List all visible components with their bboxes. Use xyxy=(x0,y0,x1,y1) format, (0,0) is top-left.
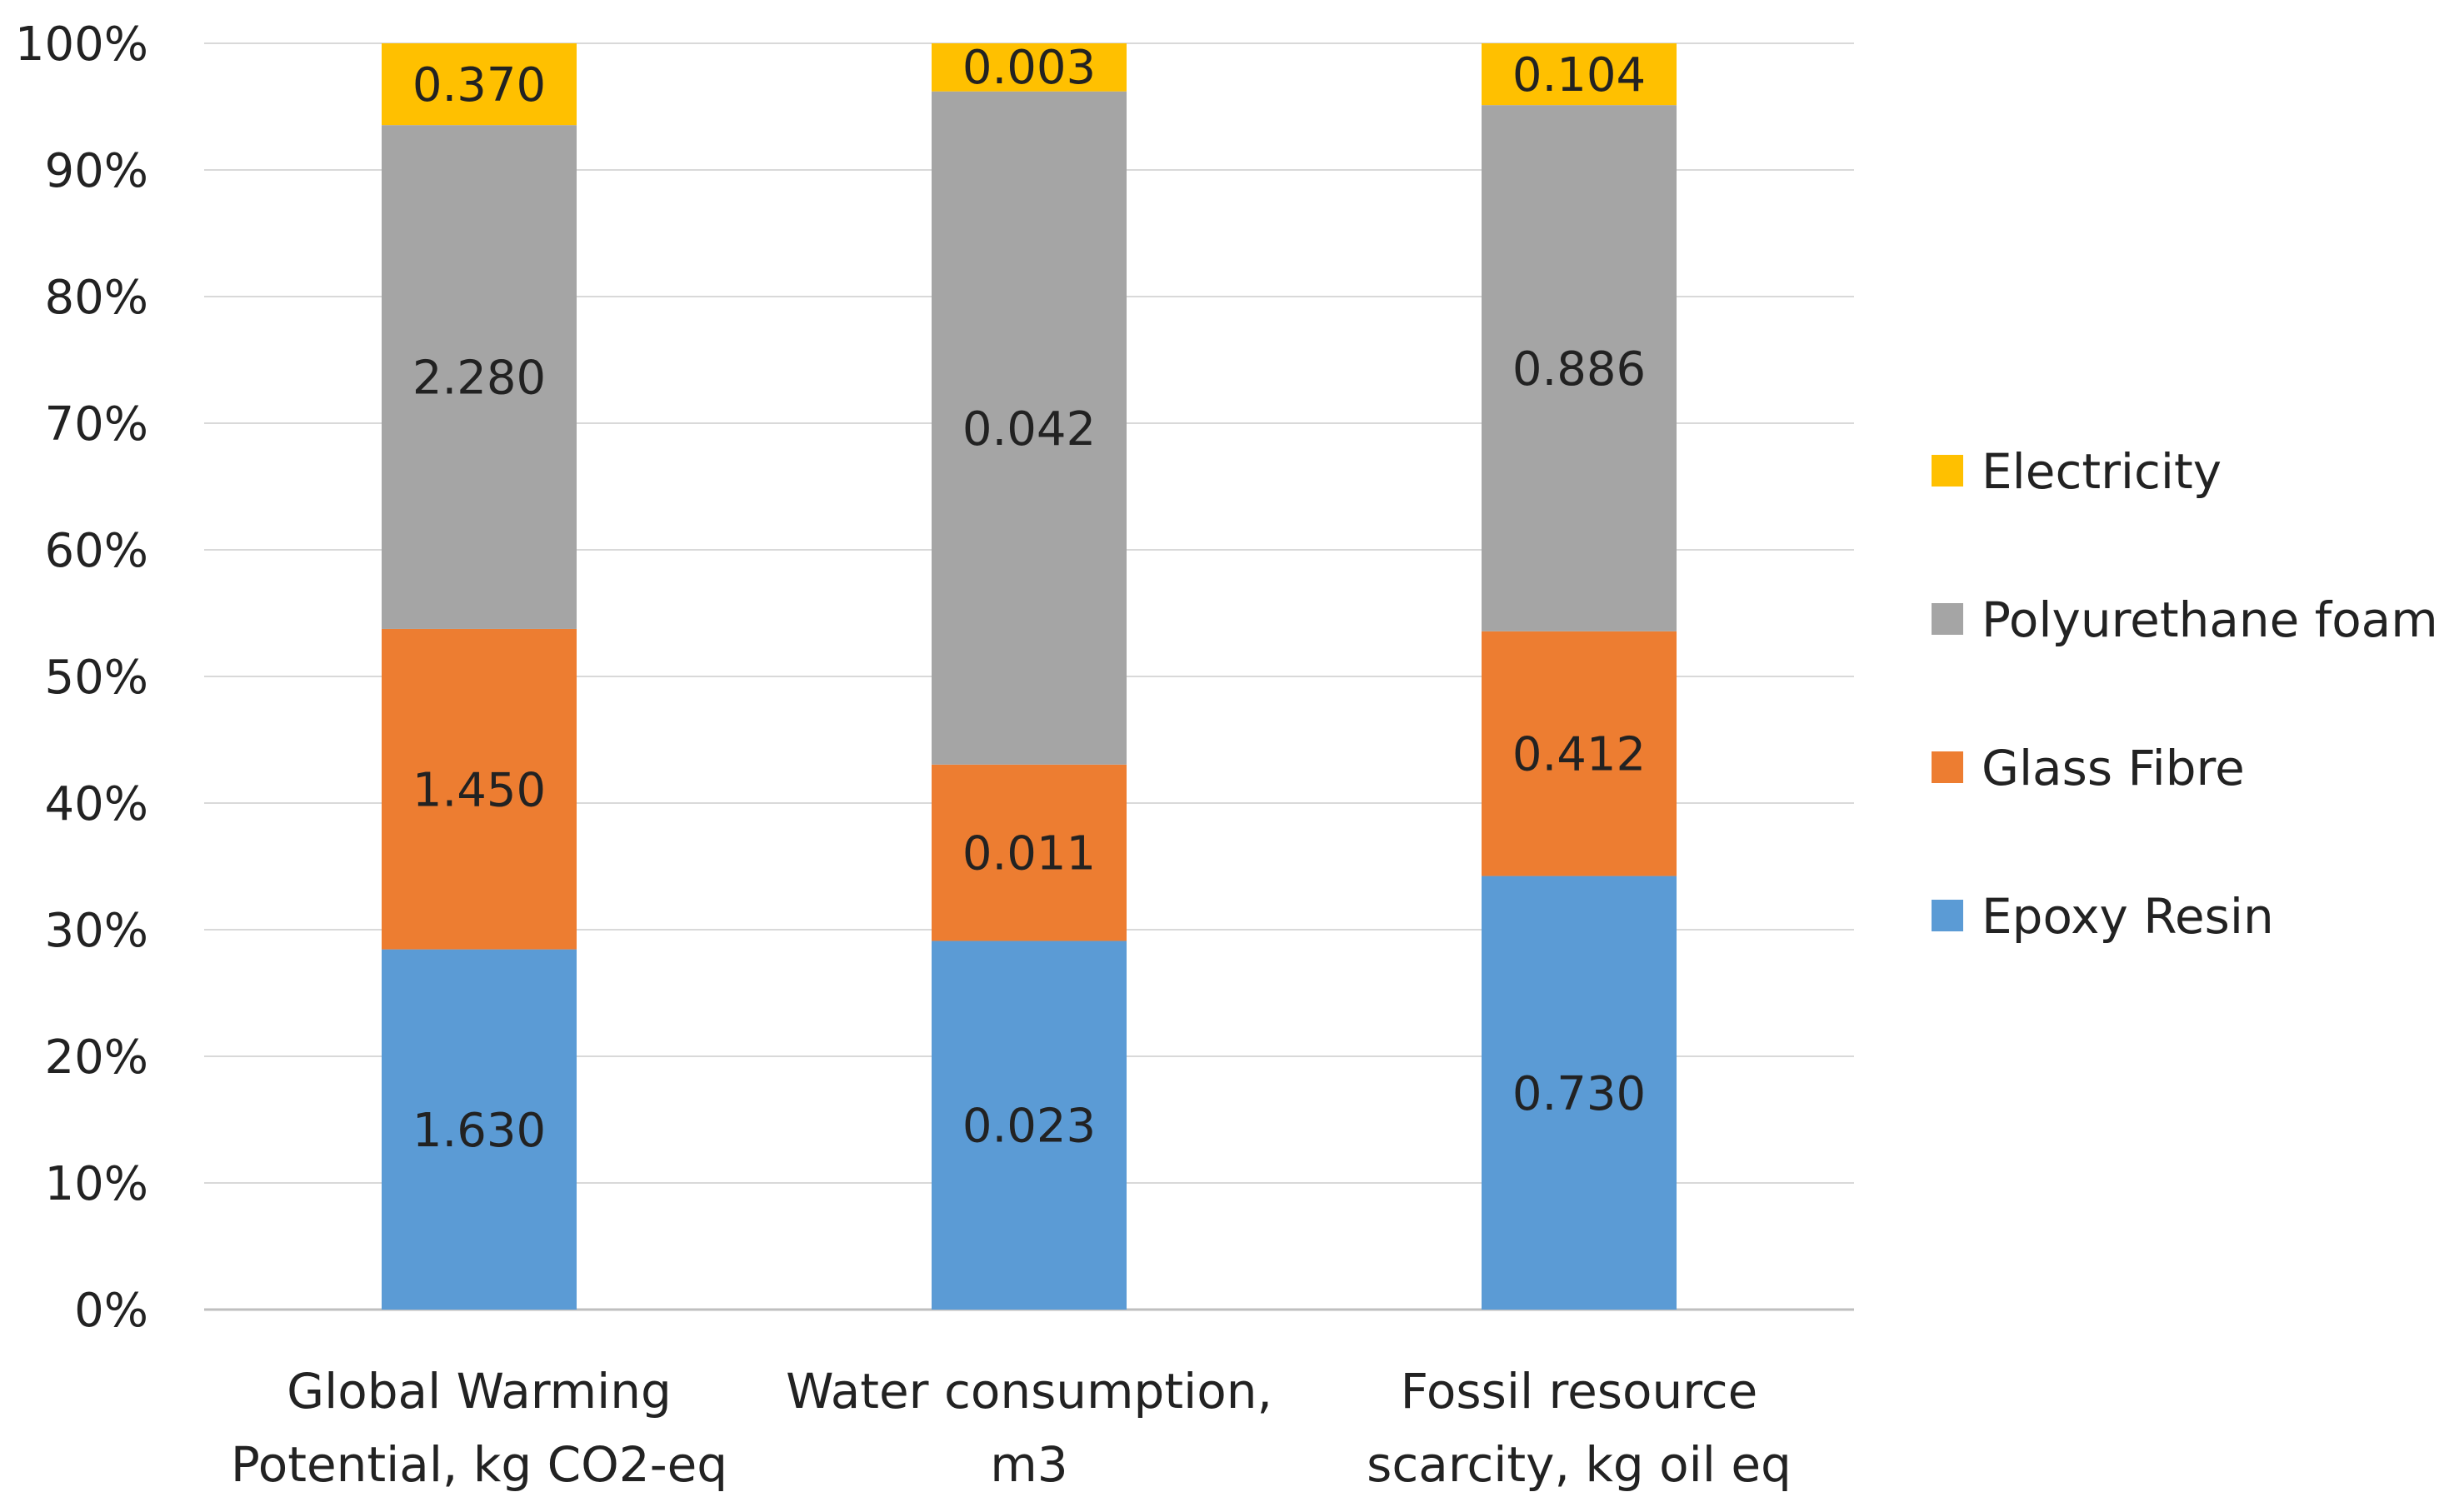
bar-segment-global-warming-epoxy-resin xyxy=(382,949,577,1310)
data-label: 1.450 xyxy=(412,763,546,817)
bar-segment-global-warming-polyurethane-foam xyxy=(382,125,577,629)
legend-label-glass-fibre: Glass Fibre xyxy=(1982,740,2245,796)
bar-segment-water-consumption-polyurethane-foam xyxy=(932,91,1127,765)
legend: Electricity Polyurethane foam Glass Fibre E… xyxy=(1932,443,2438,945)
data-label: 0.730 xyxy=(1512,1067,1646,1121)
x-category-label: Water consumption, xyxy=(786,1363,1272,1420)
bar-segment-fossil-resource-electricity xyxy=(1482,43,1677,106)
y-tick-label: 100% xyxy=(15,17,148,72)
y-tick-label: 40% xyxy=(45,777,148,831)
x-category-label: Fossil resource xyxy=(1401,1363,1758,1420)
legend-swatch-polyurethane-foam xyxy=(1932,603,1963,635)
data-label: 0.011 xyxy=(962,827,1096,881)
y-tick-label: 10% xyxy=(45,1157,148,1211)
legend-label-polyurethane-foam: Polyurethane foam xyxy=(1982,591,2438,648)
y-axis: 0% 10% 20% 30% 40% 50% 60% 70% 80% 90% 100% xyxy=(15,17,148,1338)
legend-label-epoxy-resin: Epoxy Resin xyxy=(1982,888,2274,945)
data-label: 0.023 xyxy=(962,1100,1096,1154)
data-label: 0.886 xyxy=(1512,342,1646,397)
bars: 1.630 1.450 2.280 0.370 0.023 0.011 0.042 0.003… xyxy=(382,41,1677,1310)
data-label: 0.370 xyxy=(412,58,546,112)
bar-segment-global-warming-electricity xyxy=(382,43,577,126)
y-tick-label: 80% xyxy=(45,271,148,325)
bar-segment-water-consumption-epoxy-resin xyxy=(932,941,1127,1310)
y-tick-label: 30% xyxy=(45,904,148,958)
data-label: 0.003 xyxy=(962,41,1096,95)
y-tick-label: 20% xyxy=(45,1030,148,1085)
data-label: 1.630 xyxy=(412,1104,546,1158)
x-category-label: scarcity, kg oil eq xyxy=(1367,1436,1792,1493)
bar-segment-fossil-resource-polyurethane-foam xyxy=(1482,105,1677,631)
y-tick-label: 50% xyxy=(45,651,148,705)
data-label: 0.412 xyxy=(1512,728,1646,782)
data-label: 0.042 xyxy=(962,402,1096,457)
bar-segment-water-consumption-electricity xyxy=(932,43,1127,92)
legend-label-electricity: Electricity xyxy=(1982,443,2222,500)
data-label: 2.280 xyxy=(412,352,546,406)
x-category-label: m3 xyxy=(990,1436,1067,1493)
y-tick-label: 70% xyxy=(45,397,148,452)
bar-segment-fossil-resource-epoxy-resin xyxy=(1482,876,1677,1310)
y-tick-label: 0% xyxy=(74,1284,148,1338)
y-tick-label: 60% xyxy=(45,524,148,578)
x-category-label: Global Warming xyxy=(287,1363,672,1420)
data-label: 0.104 xyxy=(1512,48,1646,102)
legend-swatch-electricity xyxy=(1932,455,1963,487)
bar-segment-global-warming-glass-fibre xyxy=(382,628,577,950)
bar-segment-water-consumption-glass-fibre xyxy=(932,764,1127,941)
bar-segment-fossil-resource-glass-fibre xyxy=(1482,631,1677,876)
legend-swatch-glass-fibre xyxy=(1932,751,1963,783)
y-tick-label: 90% xyxy=(45,144,148,198)
x-axis: Global Warming Potential, kg CO2-eq Water … xyxy=(231,1363,1792,1493)
legend-swatch-epoxy-resin xyxy=(1932,900,1963,931)
x-category-label: Potential, kg CO2-eq xyxy=(231,1436,727,1493)
